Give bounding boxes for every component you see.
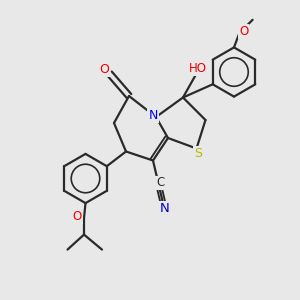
Text: C: C <box>156 176 165 190</box>
Text: N: N <box>160 202 170 215</box>
Text: O: O <box>73 210 82 223</box>
Text: HO: HO <box>189 61 207 75</box>
Text: O: O <box>99 63 109 76</box>
Text: N: N <box>148 109 158 122</box>
Text: O: O <box>239 25 248 38</box>
Text: S: S <box>194 146 202 160</box>
